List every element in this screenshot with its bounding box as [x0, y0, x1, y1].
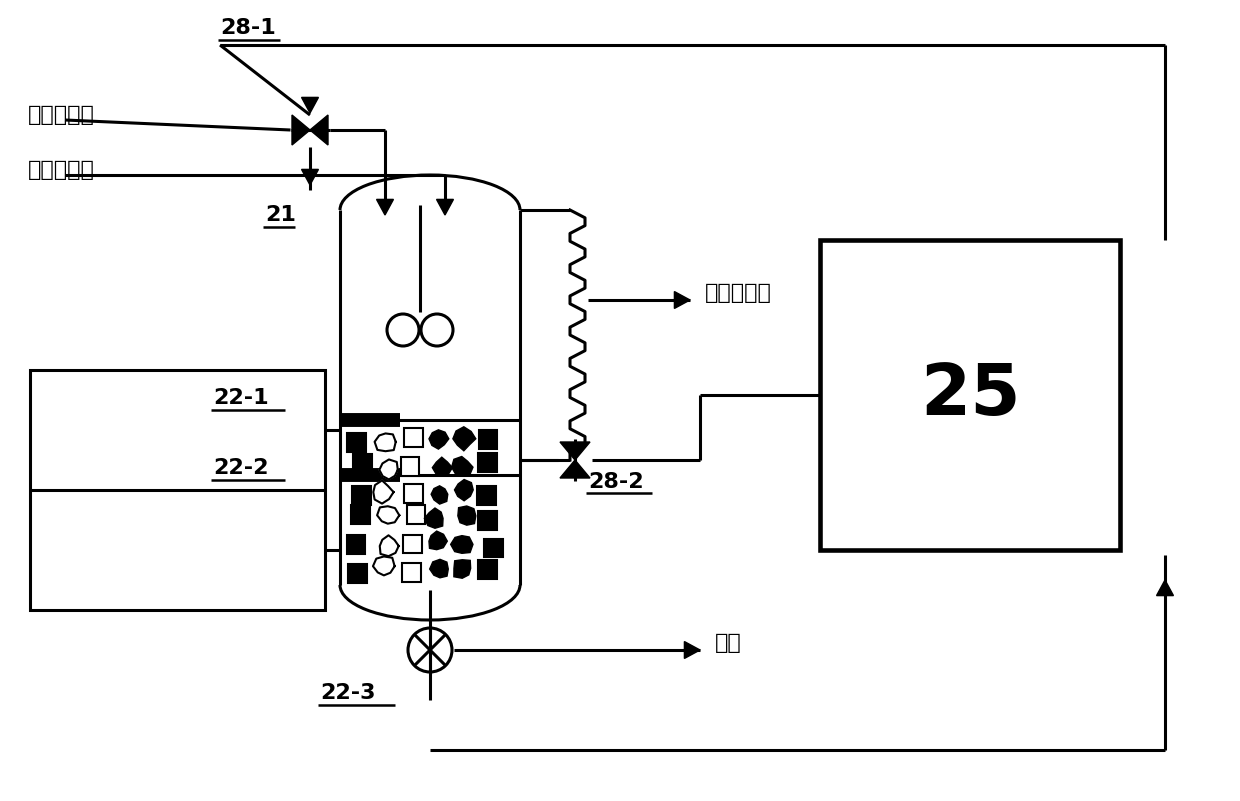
Polygon shape [424, 508, 443, 528]
Text: 产物: 产物 [715, 633, 742, 653]
Text: 催化剂入口: 催化剂入口 [29, 105, 95, 125]
Polygon shape [429, 430, 449, 449]
Bar [820, 240, 1120, 550]
Bar [348, 565, 367, 583]
Bar [404, 429, 423, 447]
Polygon shape [455, 480, 474, 501]
Polygon shape [436, 199, 454, 215]
Polygon shape [291, 115, 310, 145]
Polygon shape [560, 442, 590, 460]
Polygon shape [450, 536, 472, 553]
Polygon shape [379, 460, 398, 480]
Polygon shape [429, 531, 448, 549]
Text: 28-1: 28-1 [219, 18, 275, 38]
Bar [479, 560, 497, 578]
Polygon shape [377, 506, 399, 524]
Bar [477, 453, 497, 472]
Text: 22-2: 22-2 [213, 458, 269, 478]
Polygon shape [301, 98, 319, 113]
Bar [407, 505, 425, 524]
Polygon shape [675, 292, 689, 308]
Polygon shape [377, 199, 393, 215]
Polygon shape [374, 433, 396, 451]
Bar [401, 457, 419, 476]
Bar [402, 563, 420, 582]
Text: 21: 21 [265, 205, 296, 225]
Bar [404, 484, 423, 503]
Polygon shape [451, 457, 472, 477]
Polygon shape [310, 115, 329, 145]
Polygon shape [454, 560, 471, 578]
Text: 25: 25 [920, 360, 1021, 429]
Polygon shape [373, 557, 394, 575]
Text: 冷却剂出口: 冷却剂出口 [706, 283, 771, 303]
Text: 28-2: 28-2 [588, 472, 644, 492]
Bar [353, 454, 372, 473]
Polygon shape [684, 642, 701, 658]
Polygon shape [458, 506, 476, 525]
Bar [347, 535, 366, 553]
Polygon shape [432, 486, 448, 504]
Text: 22-1: 22-1 [213, 388, 269, 408]
Bar [479, 430, 497, 449]
Bar [403, 534, 422, 553]
Text: 22-3: 22-3 [320, 683, 376, 703]
Polygon shape [560, 460, 590, 478]
Bar [351, 505, 370, 524]
Bar [30, 370, 325, 610]
Polygon shape [301, 169, 319, 185]
Bar [347, 433, 366, 452]
Polygon shape [433, 457, 453, 476]
Bar [477, 486, 496, 505]
Polygon shape [379, 535, 399, 556]
Bar [352, 486, 371, 505]
Bar [479, 511, 497, 529]
Polygon shape [1157, 580, 1173, 596]
Polygon shape [430, 559, 449, 578]
Bar [485, 538, 503, 557]
Text: 反应物入口: 反应物入口 [29, 160, 95, 180]
Polygon shape [373, 481, 393, 504]
Polygon shape [453, 427, 476, 451]
